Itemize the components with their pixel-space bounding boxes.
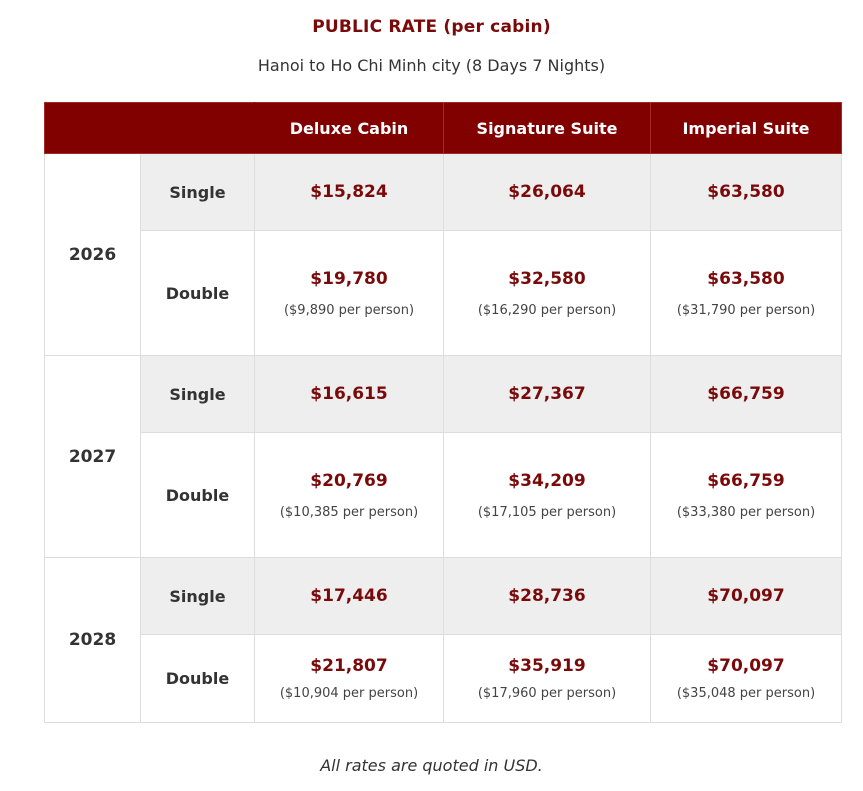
- per-person-price: ($35,048 per person): [676, 686, 816, 701]
- price-cell: $34,209 ($17,105 per person): [443, 432, 651, 558]
- column-header-signature-suite: Signature Suite: [443, 102, 651, 154]
- page-title: PUBLIC RATE (per cabin): [312, 17, 551, 37]
- price-cell: $21,807 ($10,904 per person): [254, 634, 444, 723]
- price-value: $20,769: [310, 470, 388, 491]
- room-type-label: Double: [140, 634, 255, 723]
- price-cell: $63,580: [650, 153, 842, 231]
- price-cell: $16,615: [254, 355, 444, 433]
- header-corner-cell: [44, 102, 255, 154]
- per-person-price: ($9,890 per person): [283, 302, 415, 318]
- price-cell: $28,736: [443, 557, 651, 635]
- price-cell: $15,824: [254, 153, 444, 231]
- year-cell: 2026: [44, 153, 141, 356]
- price-value: $15,824: [310, 182, 388, 202]
- price-value: $26,064: [508, 182, 586, 202]
- price-cell: $17,446: [254, 557, 444, 635]
- price-cell: $66,759: [650, 355, 842, 433]
- room-type-label: Single: [140, 153, 255, 231]
- per-person-price: ($10,904 per person): [279, 686, 419, 701]
- price-cell: $20,769 ($10,385 per person): [254, 432, 444, 558]
- currency-footnote: All rates are quoted in USD.: [320, 756, 543, 775]
- column-header-deluxe-cabin: Deluxe Cabin: [254, 102, 444, 154]
- price-value: $70,097: [707, 656, 785, 676]
- price-value: $21,807: [310, 656, 388, 676]
- room-type-label: Single: [140, 557, 255, 635]
- year-cell: 2027: [44, 355, 141, 558]
- table-row: Double $21,807 ($10,904 per person) $35,9…: [45, 634, 842, 723]
- price-value: $27,367: [508, 384, 586, 404]
- rate-table: Deluxe Cabin Signature Suite Imperial Su…: [44, 102, 842, 723]
- per-person-price: ($17,105 per person): [477, 504, 617, 520]
- price-value: $34,209: [508, 470, 586, 491]
- price-cell: $66,759 ($33,380 per person): [650, 432, 842, 558]
- price-value: $66,759: [707, 384, 785, 404]
- room-type-label: Double: [140, 230, 255, 356]
- price-cell: $70,097 ($35,048 per person): [650, 634, 842, 723]
- price-value: $28,736: [508, 586, 586, 606]
- price-value: $63,580: [707, 268, 785, 289]
- per-person-price: ($16,290 per person): [477, 302, 617, 318]
- price-cell: $63,580 ($31,790 per person): [650, 230, 842, 356]
- price-value: $32,580: [508, 268, 586, 289]
- room-type-label: Single: [140, 355, 255, 433]
- price-value: $16,615: [310, 384, 388, 404]
- column-header-imperial-suite: Imperial Suite: [650, 102, 842, 154]
- price-cell: $27,367: [443, 355, 651, 433]
- table-row: 2028 Single $17,446 $28,736 $70,097: [44, 557, 842, 723]
- price-value: $63,580: [707, 182, 785, 202]
- price-value: $19,780: [310, 268, 388, 289]
- per-person-price: ($17,960 per person): [477, 686, 617, 701]
- price-value: $66,759: [707, 470, 785, 491]
- price-cell: $19,780 ($9,890 per person): [254, 230, 444, 356]
- price-value: $70,097: [707, 586, 785, 606]
- price-cell: $32,580 ($16,290 per person): [443, 230, 651, 356]
- page-subtitle: Hanoi to Ho Chi Minh city (8 Days 7 Nigh…: [257, 56, 606, 75]
- price-value: $17,446: [310, 586, 388, 606]
- table-row: 2027 Single $16,615 $27,367 $66,759: [44, 355, 842, 558]
- table-row: 2026 Single $15,824 $26,064 $63,580: [44, 153, 842, 356]
- room-type-label: Double: [140, 432, 255, 558]
- table-row: Double $20,769 ($10,385 per person) $34,2…: [45, 432, 842, 558]
- price-cell: $35,919 ($17,960 per person): [443, 634, 651, 723]
- price-cell: $26,064: [443, 153, 651, 231]
- per-person-price: ($33,380 per person): [676, 504, 816, 520]
- per-person-price: ($10,385 per person): [279, 504, 419, 520]
- per-person-price: ($31,790 per person): [676, 302, 816, 318]
- table-row: Double $19,780 ($9,890 per person) $32,58…: [45, 230, 842, 356]
- year-cell: 2028: [44, 557, 141, 723]
- table-header-row: Deluxe Cabin Signature Suite Imperial Su…: [44, 102, 842, 154]
- price-value: $35,919: [508, 656, 586, 676]
- price-cell: $70,097: [650, 557, 842, 635]
